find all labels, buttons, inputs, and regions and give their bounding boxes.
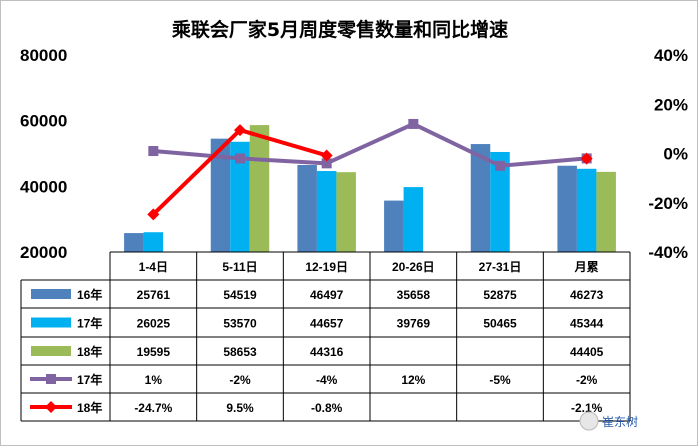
- bar-16年: [470, 144, 491, 252]
- bar-16年: [124, 233, 144, 252]
- left-tick-label: 60000: [20, 112, 67, 131]
- line-17年: [153, 121, 587, 168]
- bar-18年: [336, 172, 356, 252]
- data-label: 45344: [570, 317, 604, 331]
- right-tick-label: -40%: [648, 243, 688, 262]
- data-label: 58653: [223, 345, 257, 359]
- wechat-icon: [579, 411, 599, 431]
- bar-18年: [596, 171, 616, 252]
- bar-17年: [143, 232, 164, 252]
- bar-17年: [576, 168, 597, 252]
- bar-17年: [403, 187, 424, 252]
- legend-label: 17年: [77, 372, 102, 387]
- line-point: [147, 208, 160, 221]
- right-tick-label: -20%: [648, 194, 688, 213]
- data-table: 1-4日 5-11日 12-19日 20-26日 27-31日 月累 16年 25761 545…: [20, 251, 631, 422]
- line-point: [320, 149, 333, 162]
- data-label: 9.5%: [226, 401, 254, 415]
- data-label: -5%: [489, 373, 511, 387]
- left-axis-ticks: 20000 40000 60000 80000: [20, 46, 67, 262]
- data-label: 1%: [145, 373, 163, 387]
- line-point: [495, 160, 505, 171]
- legend-key-marker: [45, 401, 57, 413]
- data-label: 44316: [310, 345, 344, 359]
- right-tick-label: 0%: [663, 145, 688, 164]
- category-label: 1-4日: [139, 260, 168, 274]
- data-label: -4%: [316, 373, 338, 387]
- category-label: 20-26日: [392, 260, 435, 274]
- bars: [124, 125, 616, 252]
- legend-key-marker: [46, 374, 56, 384]
- legend-label: 17年: [77, 316, 102, 331]
- right-axis-ticks: -40% -20% 0% 20% 40%: [648, 46, 688, 262]
- data-label: 19595: [137, 345, 171, 359]
- data-label: 52875: [483, 288, 517, 302]
- legend-label: 18年: [77, 400, 102, 415]
- left-tick-label: 80000: [20, 46, 67, 65]
- data-label: 39769: [397, 317, 431, 331]
- legend-key-bar: [31, 289, 71, 299]
- left-tick-label: 40000: [20, 177, 67, 196]
- data-label: 44405: [570, 345, 604, 359]
- legend-key-bar: [31, 346, 71, 356]
- bar-17年: [316, 171, 337, 252]
- bar-17年: [490, 151, 510, 252]
- bar-16年: [384, 200, 404, 252]
- data-label: 44657: [310, 317, 344, 331]
- watermark: 崔东树: [579, 411, 638, 431]
- data-label: 12%: [401, 373, 425, 387]
- data-label: 54519: [223, 288, 257, 302]
- category-label: 5-11日: [222, 260, 257, 274]
- line-point: [408, 118, 419, 129]
- chart-title: 乘联会厂家5月周度零售数量和同比增速: [171, 18, 508, 41]
- right-tick-label: 20%: [654, 95, 688, 114]
- lines: [147, 118, 593, 221]
- data-label: 26025: [137, 317, 171, 331]
- data-label: 46497: [310, 288, 344, 302]
- data-label: -2.1%: [571, 401, 603, 415]
- category-label: 27-31日: [479, 260, 522, 274]
- data-label: 50465: [483, 317, 517, 331]
- data-label: 53570: [223, 317, 257, 331]
- data-label: -24.7%: [134, 401, 172, 415]
- watermark-text: 崔东树: [602, 414, 638, 429]
- line-point: [580, 152, 593, 165]
- right-tick-label: 40%: [654, 46, 688, 65]
- line-point: [235, 153, 245, 164]
- line-point: [321, 158, 332, 169]
- data-label: -2%: [576, 373, 598, 387]
- line-point: [148, 146, 159, 157]
- data-label: 46273: [570, 288, 604, 302]
- data-label: 35658: [397, 288, 431, 302]
- data-label: 25761: [137, 288, 171, 302]
- data-label: -0.8%: [311, 401, 343, 415]
- legend-key-bar: [31, 317, 71, 328]
- category-label: 月累: [574, 260, 599, 274]
- bar-18年: [249, 125, 270, 252]
- left-tick-label: 20000: [20, 243, 67, 262]
- data-label: -2%: [229, 373, 251, 387]
- bar-16年: [210, 138, 231, 252]
- bar-17年: [230, 141, 250, 252]
- bar-16年: [297, 165, 317, 252]
- legend-label: 18年: [77, 344, 102, 359]
- line-point: [234, 124, 246, 137]
- bar-16年: [557, 165, 577, 252]
- legend-label: 16年: [77, 287, 102, 302]
- category-label: 12-19日: [305, 260, 348, 274]
